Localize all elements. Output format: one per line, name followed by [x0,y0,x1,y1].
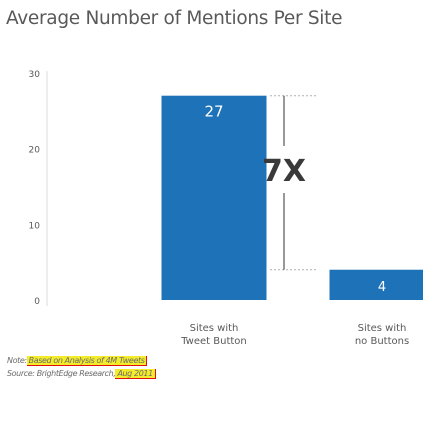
category-label: Sites with [190,323,239,334]
note-label: Note: [7,356,27,365]
note-line: Note: Based on Analysis of 4M Tweets [7,354,156,367]
source-label: Source: BrightEdge Research, [7,369,116,378]
bar [329,269,423,300]
chart-notes: Note: Based on Analysis of 4M Tweets Sour… [7,354,156,380]
category-label: no Buttons [355,336,409,347]
y-tick-label: 0 [34,297,40,307]
source-line: Source: BrightEdge Research, Aug 2011 [7,367,156,380]
source-date: Aug 2011 [115,369,156,379]
category-label: Tweet Button [180,336,247,347]
y-tick-label: 30 [29,70,41,80]
multiplier-annotation: 7X [262,154,306,189]
category-label: Sites with [358,323,407,334]
bar-value-label: 4 [378,280,386,295]
note-text: Based on Analysis of 4M Tweets [26,356,148,366]
chart-title: Average Number of Mentions Per Site [6,8,343,29]
y-tick-label: 10 [29,221,41,231]
y-tick-label: 20 [29,146,41,156]
bar [161,95,267,300]
bar-value-label: 27 [204,103,223,121]
